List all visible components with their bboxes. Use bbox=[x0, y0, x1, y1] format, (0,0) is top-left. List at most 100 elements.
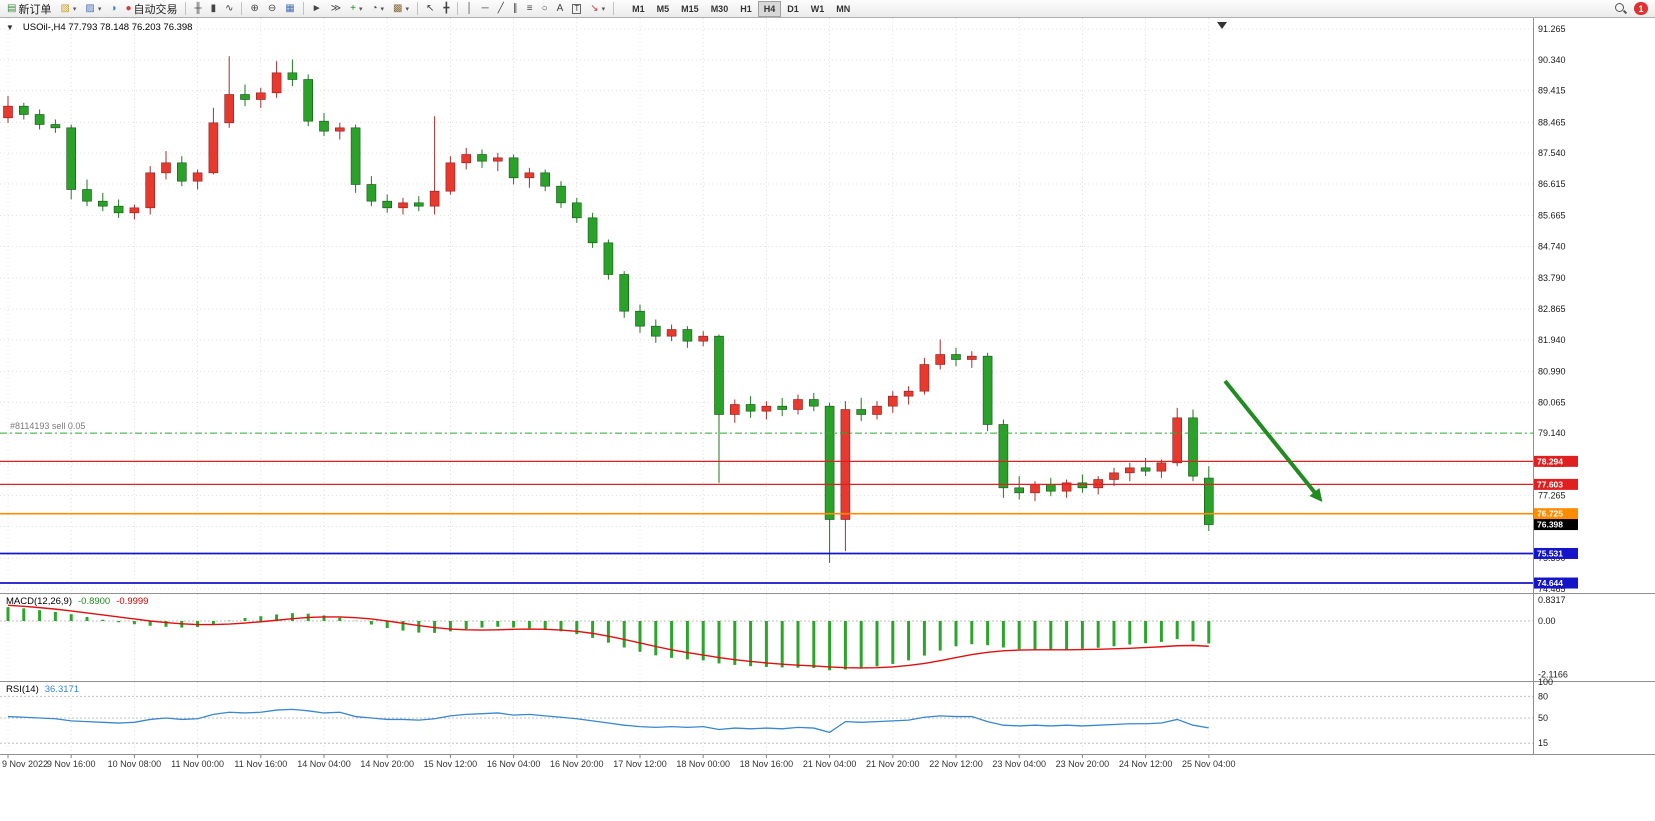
auto-trading-button[interactable]: ● 自动交易 bbox=[121, 1, 181, 17]
svg-text:9 Nov 2022: 9 Nov 2022 bbox=[2, 759, 48, 769]
toolbar-separator bbox=[416, 2, 418, 15]
fibonacci-button[interactable]: ≡ bbox=[523, 1, 537, 17]
trendline-icon: ╱ bbox=[497, 2, 504, 14]
candlestick-chart-button[interactable]: ▮ bbox=[207, 1, 221, 17]
svg-text:15: 15 bbox=[1538, 738, 1548, 748]
trendline-button[interactable]: ╱ bbox=[494, 1, 508, 17]
chart-canvas[interactable]: #8114193 sell 0.05 91.265 90.340 89.415 88.4… bbox=[0, 18, 1655, 821]
svg-text:25 Nov 04:00: 25 Nov 04:00 bbox=[1182, 759, 1236, 769]
horizontal-line-button[interactable]: ─ bbox=[478, 1, 493, 17]
macd-histogram bbox=[6, 607, 1211, 671]
one-click-trading-toggle[interactable]: ▼ bbox=[6, 23, 14, 32]
fibonacci-icon: ≡ bbox=[526, 2, 533, 14]
notification-badge[interactable]: 1 bbox=[1634, 2, 1648, 15]
svg-text:84.740: 84.740 bbox=[1538, 241, 1566, 251]
dropdown-caret-icon: ▾ bbox=[97, 5, 102, 13]
grid bbox=[0, 18, 1533, 754]
periods-icon: ◔ bbox=[371, 2, 378, 14]
templates-icon: ▩ bbox=[393, 2, 403, 14]
timeframe-h4[interactable]: H4 bbox=[757, 0, 782, 17]
svg-text:16 Nov 20:00: 16 Nov 20:00 bbox=[550, 759, 604, 769]
auto-scroll-icon: ► bbox=[311, 2, 322, 14]
periods-button[interactable]: ◔ ▾ bbox=[367, 1, 388, 17]
zoom-in-button[interactable]: ⊕ bbox=[246, 1, 262, 17]
order-line-label: #8114193 sell 0.05 bbox=[10, 421, 85, 431]
market-watch-button[interactable]: ◑ bbox=[106, 1, 120, 17]
toolbar-separator bbox=[241, 2, 243, 15]
bar-chart-icon: ╫ bbox=[194, 2, 202, 14]
svg-text:76.398: 76.398 bbox=[1537, 520, 1563, 530]
search-icon[interactable] bbox=[1614, 2, 1627, 15]
text-button[interactable]: A bbox=[553, 1, 568, 17]
channel-button[interactable]: ∥ bbox=[509, 1, 522, 17]
timeframe-m1[interactable]: M1 bbox=[632, 3, 645, 14]
timeframe-m15[interactable]: M15 bbox=[681, 3, 699, 14]
svg-text:77.265: 77.265 bbox=[1538, 491, 1566, 501]
profiles-button[interactable]: ▨ ▾ bbox=[81, 1, 105, 17]
auto-trading-label: 自动交易 bbox=[133, 3, 178, 16]
cursor-button[interactable]: ↖ bbox=[422, 1, 438, 17]
current-price-tag: 76.398 bbox=[1534, 519, 1578, 531]
svg-text:78.294: 78.294 bbox=[1537, 456, 1563, 466]
market-watch-icon: ◑ bbox=[110, 2, 117, 14]
svg-text:74.465: 74.465 bbox=[1538, 584, 1566, 594]
svg-text:22 Nov 12:00: 22 Nov 12:00 bbox=[929, 759, 983, 769]
svg-text:18 Nov 00:00: 18 Nov 00:00 bbox=[676, 759, 730, 769]
svg-text:100: 100 bbox=[1538, 677, 1553, 687]
zoom-out-icon: ⊖ bbox=[267, 2, 277, 14]
candlestick-chart-icon: ▮ bbox=[210, 2, 217, 14]
new-order-icon: ▤ bbox=[7, 2, 17, 14]
timeframe-m30[interactable]: M30 bbox=[710, 3, 729, 14]
svg-text:74.644: 74.644 bbox=[1537, 578, 1563, 588]
templates-button[interactable]: ▩ ▾ bbox=[389, 1, 413, 17]
macd-signal-line bbox=[7, 604, 1209, 669]
new-order-button[interactable]: ▤ 新订单 bbox=[3, 1, 55, 17]
svg-text:75.531: 75.531 bbox=[1537, 548, 1563, 558]
new-order-label: 新订单 bbox=[18, 3, 52, 16]
svg-text:16 Nov 04:00: 16 Nov 04:00 bbox=[487, 759, 541, 769]
chart-shift-button[interactable]: ≫ bbox=[327, 1, 345, 17]
horizontal-line-icon: ─ bbox=[481, 2, 489, 14]
timeframe-mn[interactable]: MN bbox=[836, 3, 851, 14]
timeframe-m5[interactable]: M5 bbox=[656, 3, 670, 14]
shapes-button[interactable]: ○ bbox=[538, 1, 552, 17]
timeframe-d1[interactable]: D1 bbox=[787, 3, 799, 14]
new-chart-button[interactable]: ▧ ▾ bbox=[56, 1, 80, 17]
svg-text:87.540: 87.540 bbox=[1538, 148, 1566, 158]
tile-windows-button[interactable]: ▦ bbox=[281, 1, 298, 17]
svg-text:80.990: 80.990 bbox=[1538, 366, 1566, 376]
auto-scroll-button[interactable]: ► bbox=[308, 1, 326, 17]
bar-chart-button[interactable]: ╫ bbox=[190, 1, 205, 17]
timeframe-h1[interactable]: H1 bbox=[740, 3, 752, 14]
vertical-line-button[interactable]: │ bbox=[462, 1, 476, 17]
svg-text:85.665: 85.665 bbox=[1538, 211, 1566, 221]
trend-arrow-annotation[interactable] bbox=[1223, 379, 1323, 502]
svg-text:90.340: 90.340 bbox=[1538, 55, 1566, 65]
price-tag-77.603: 77.603 bbox=[1534, 478, 1578, 490]
svg-text:18 Nov 16:00: 18 Nov 16:00 bbox=[740, 759, 794, 769]
line-chart-icon: ∿ bbox=[225, 2, 234, 14]
indicators-button[interactable]: + ▾ bbox=[346, 1, 366, 17]
svg-text:81.940: 81.940 bbox=[1538, 335, 1566, 345]
price-tag-75.531: 75.531 bbox=[1534, 547, 1578, 559]
svg-text:9 Nov 16:00: 9 Nov 16:00 bbox=[47, 759, 96, 769]
auto-trading-icon: ● bbox=[125, 2, 132, 14]
line-chart-button[interactable]: ∿ bbox=[221, 1, 237, 17]
arrows-button[interactable]: ↘ ▾ bbox=[586, 1, 609, 17]
price-axis[interactable]: 91.265 90.340 89.415 88.465 87.540 86.615 85.6… bbox=[1538, 24, 1568, 748]
chart-shift-icon: ≫ bbox=[330, 2, 342, 14]
dropdown-caret-icon: ▾ bbox=[358, 5, 363, 13]
arrows-icon: ↘ bbox=[590, 2, 599, 14]
text-label-button[interactable]: T bbox=[568, 1, 585, 17]
zoom-out-button[interactable]: ⊖ bbox=[264, 1, 280, 17]
rsi-line bbox=[7, 708, 1209, 734]
timeframe-w1[interactable]: W1 bbox=[810, 3, 825, 14]
svg-text:83.790: 83.790 bbox=[1538, 273, 1566, 283]
price-tag-76.725: 76.725 bbox=[1534, 508, 1578, 520]
svg-text:79.140: 79.140 bbox=[1538, 428, 1566, 438]
indicators-icon: + bbox=[350, 2, 356, 14]
svg-text:82.865: 82.865 bbox=[1538, 304, 1566, 314]
crosshair-button[interactable]: ╋ bbox=[439, 1, 453, 17]
